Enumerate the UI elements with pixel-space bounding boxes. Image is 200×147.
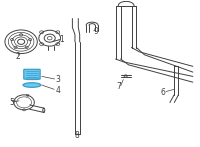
Text: 2: 2 [16,52,21,61]
Text: 6: 6 [161,88,166,97]
Ellipse shape [23,83,41,87]
Text: 7: 7 [116,82,121,91]
FancyBboxPatch shape [24,69,40,79]
Text: 3: 3 [55,75,60,84]
Text: 4: 4 [55,86,60,95]
Text: 8: 8 [75,131,80,140]
Text: 9: 9 [94,27,98,36]
Text: 5: 5 [10,98,15,107]
Text: 1: 1 [59,35,64,44]
